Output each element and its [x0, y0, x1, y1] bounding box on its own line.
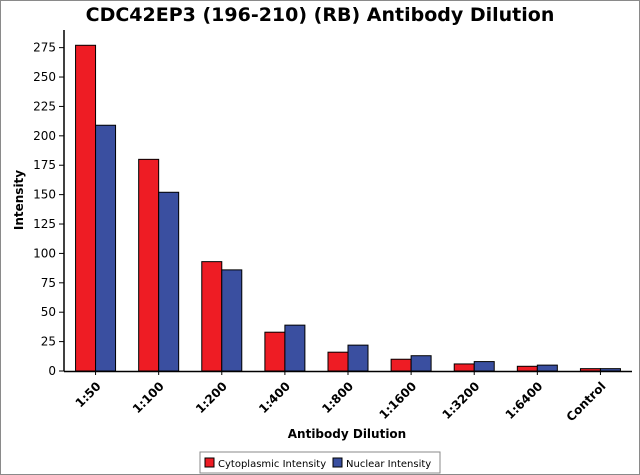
legend-label: Nuclear Intensity: [346, 459, 431, 470]
bar-cytoplasmic: [138, 158, 160, 372]
x-tick-label: 1:3200: [440, 379, 483, 422]
y-tick-label: 200: [33, 129, 56, 143]
bar-cytoplasmic: [516, 365, 538, 372]
bar-nuclear: [95, 124, 117, 372]
y-tick-label: 50: [41, 305, 56, 319]
legend-swatch: [204, 457, 215, 468]
y-tick-label: 150: [33, 188, 56, 202]
bar-nuclear: [221, 269, 243, 372]
y-axis-title: Intensity: [12, 170, 26, 230]
x-tick-label: Control: [564, 379, 609, 424]
legend-box: [199, 451, 441, 474]
bar-nuclear: [158, 191, 180, 372]
bar-nuclear: [473, 361, 495, 372]
x-tick-label: 1:800: [319, 379, 356, 416]
x-tick-label: 1:400: [256, 379, 293, 416]
y-tick-label: 100: [33, 246, 56, 260]
bar-cytoplasmic: [579, 368, 601, 372]
bar-nuclear: [284, 324, 306, 372]
x-axis-title: Antibody Dilution: [288, 427, 406, 441]
y-tick-label: 275: [33, 41, 56, 55]
bar-cytoplasmic: [201, 261, 223, 372]
bar-cytoplasmic: [264, 331, 286, 372]
plot-area: 0 25 50 75 100 125 150 175 200 225 250 275 1:50 1:100…: [33, 30, 632, 424]
bar-cytoplasmic: [390, 358, 412, 372]
bar-nuclear: [599, 368, 621, 372]
legend-swatch: [332, 457, 343, 468]
x-tick-label: 1:100: [130, 379, 167, 416]
y-tick-label: 125: [33, 217, 56, 231]
y-tick-label: 0: [48, 364, 56, 378]
bar-cytoplasmic: [327, 351, 349, 372]
legend-label: Cytoplasmic Intensity: [218, 459, 326, 470]
y-tick-label: 175: [33, 158, 56, 172]
x-tick-label: 1:50: [73, 379, 104, 410]
bar-cytoplasmic: [453, 363, 475, 372]
x-tick-label: 1:200: [193, 379, 230, 416]
y-tick-label: 225: [33, 99, 56, 113]
bar-nuclear: [347, 344, 369, 372]
legend: Cytoplasmic Intensity Nuclear Intensity: [199, 451, 441, 474]
y-tick-label: 75: [41, 276, 56, 290]
chart-title: CDC42EP3 (196-210) (RB) Antibody Dilutio…: [86, 4, 555, 26]
y-tick-label: 250: [33, 70, 56, 84]
y-tick-label: 25: [41, 335, 56, 349]
x-tick-label: 1:1600: [376, 379, 419, 422]
bar-cytoplasmic: [75, 44, 97, 372]
bar-nuclear: [410, 355, 432, 372]
bar-nuclear: [536, 364, 558, 372]
x-tick-label: 1:6400: [503, 379, 546, 422]
